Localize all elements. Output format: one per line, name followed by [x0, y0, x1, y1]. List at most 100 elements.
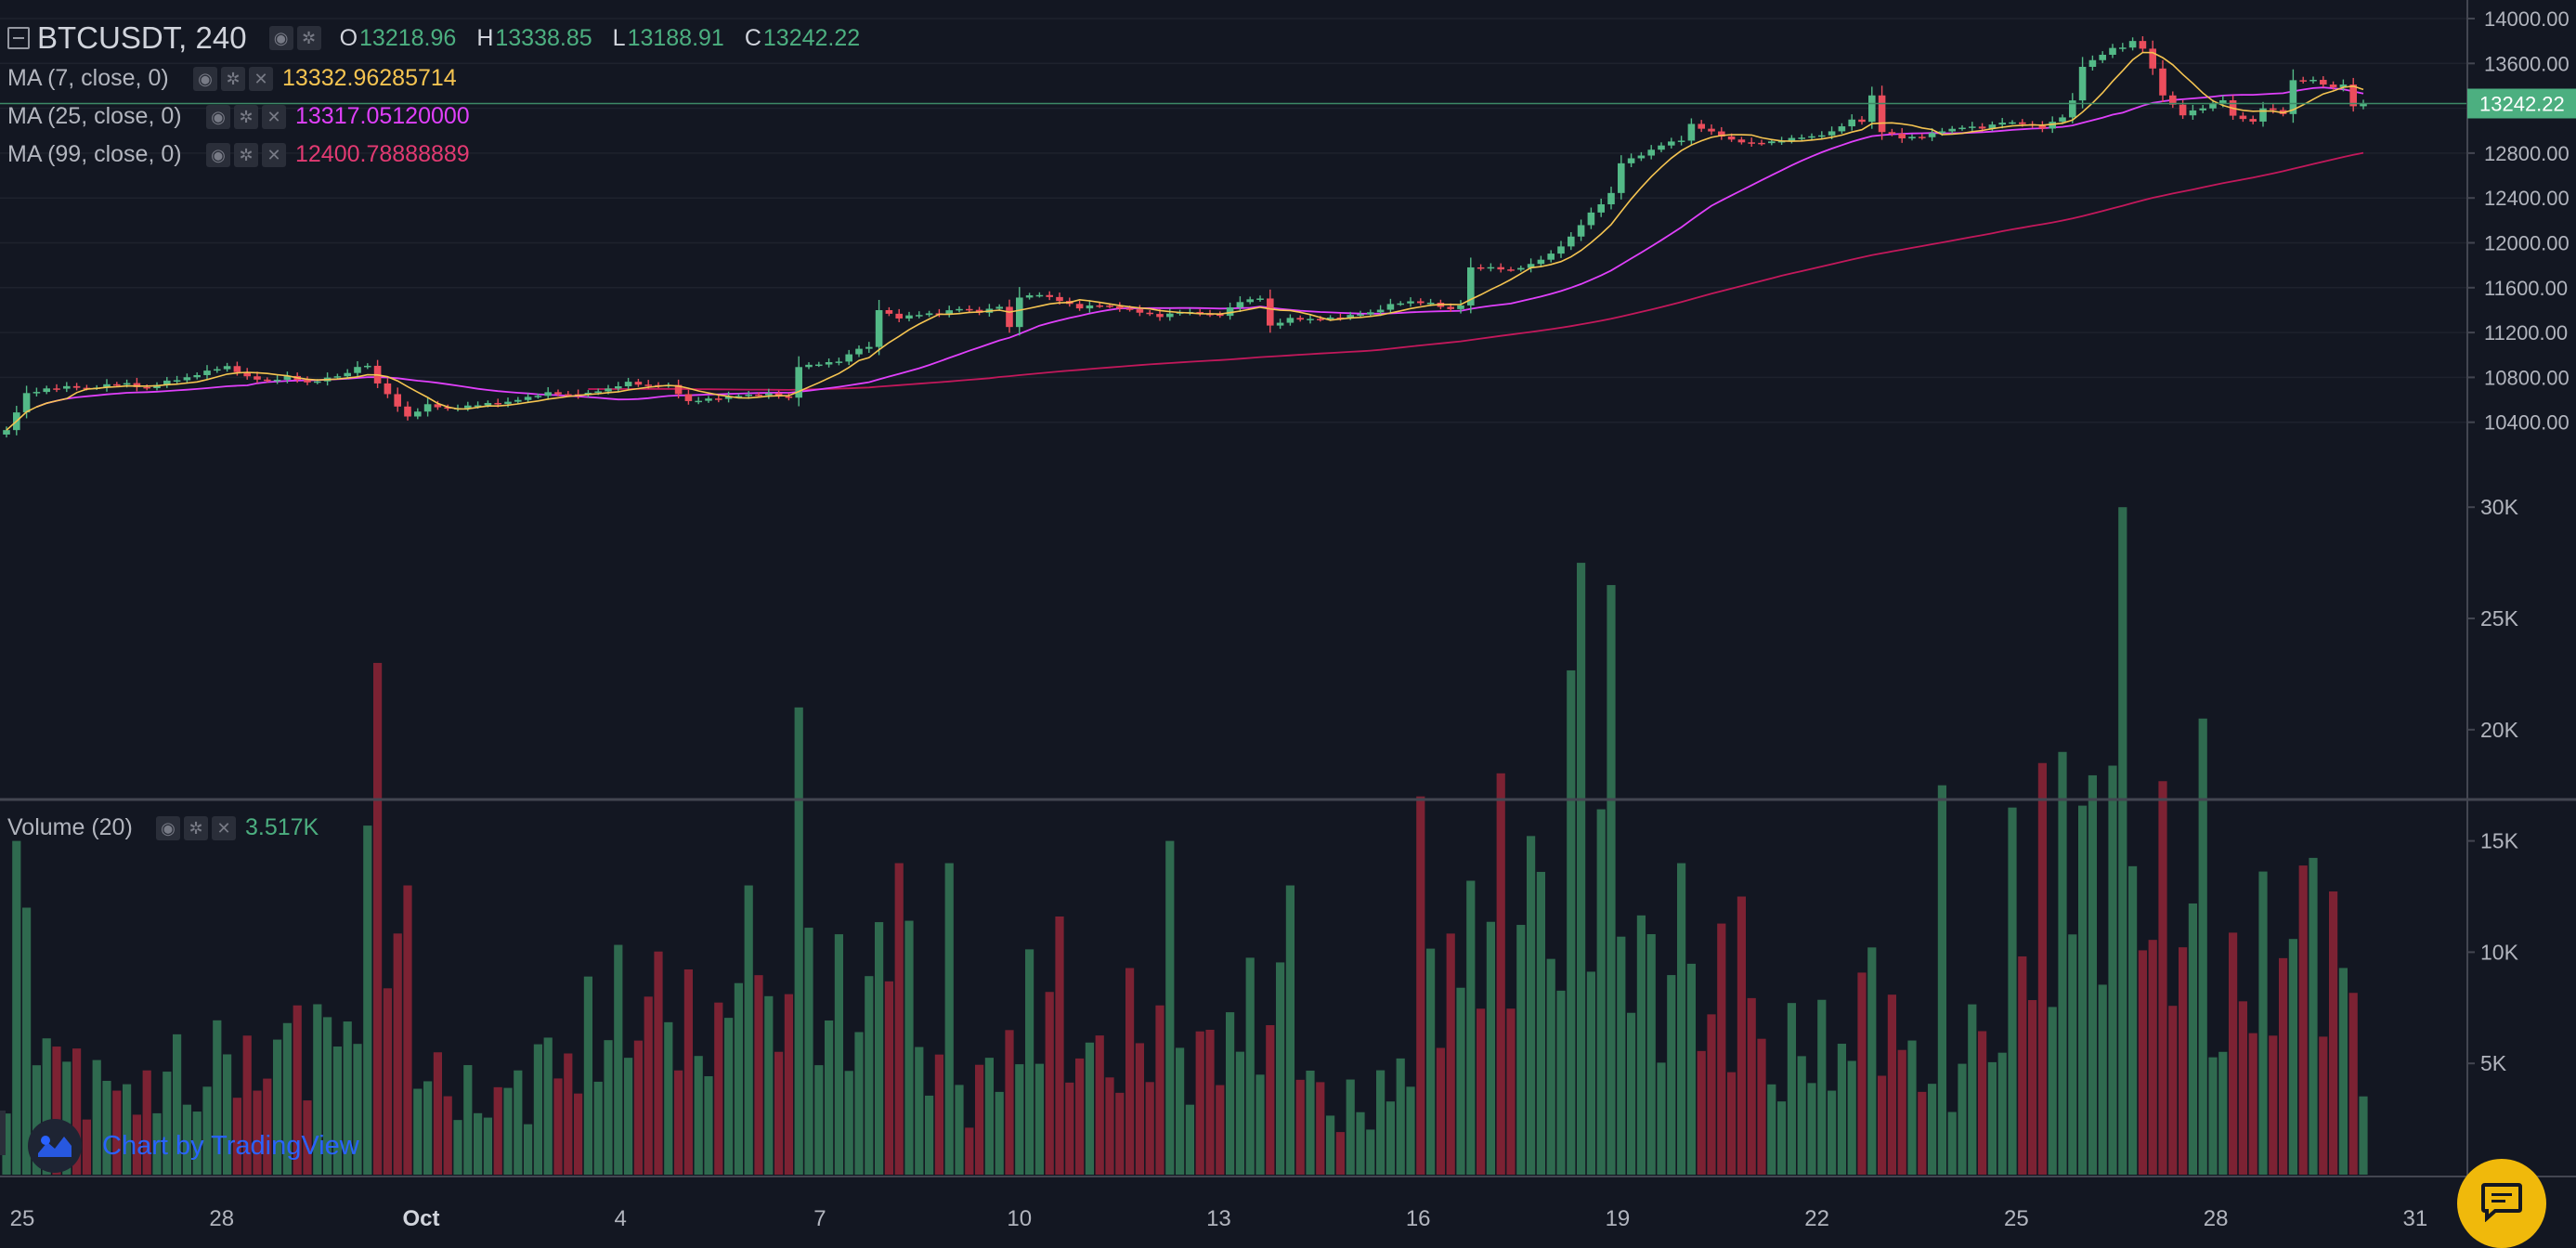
candle[interactable]	[1868, 86, 1876, 129]
volume-bar[interactable]	[2037, 762, 2047, 1175]
candle[interactable]	[63, 382, 71, 393]
volume-bar[interactable]	[1125, 968, 1135, 1175]
candle[interactable]	[916, 311, 923, 318]
candle[interactable]	[785, 393, 793, 401]
volume-bar[interactable]	[1596, 809, 1606, 1175]
candle[interactable]	[544, 386, 552, 400]
candle[interactable]	[203, 365, 211, 380]
volume-bar[interactable]	[1034, 1063, 1044, 1175]
volume-bar[interactable]	[2279, 957, 2288, 1175]
volume-bar[interactable]	[213, 1020, 222, 1175]
candle[interactable]	[2360, 99, 2367, 110]
candle[interactable]	[1046, 291, 1053, 301]
candle[interactable]	[1848, 114, 1855, 131]
volume-bar[interactable]	[624, 1058, 633, 1175]
volume-bar[interactable]	[1155, 1005, 1164, 1175]
volume-bar[interactable]	[1617, 936, 1626, 1175]
volume-bar[interactable]	[1426, 948, 1436, 1175]
volume-bar[interactable]	[1918, 1091, 1927, 1175]
candle[interactable]	[1647, 145, 1655, 160]
candle[interactable]	[1607, 187, 1615, 210]
candle[interactable]	[2069, 93, 2076, 124]
volume-bar[interactable]	[1677, 863, 1686, 1175]
volume-bar[interactable]	[1727, 1072, 1737, 1175]
volume-bar[interactable]	[2248, 1033, 2257, 1175]
candle[interactable]	[815, 361, 823, 368]
candle[interactable]	[2038, 121, 2047, 133]
candle[interactable]	[1547, 250, 1555, 263]
candle[interactable]	[22, 385, 31, 419]
volume-bar[interactable]	[533, 1044, 542, 1175]
volume-bar[interactable]	[884, 981, 893, 1175]
volume-bar[interactable]	[1556, 990, 1566, 1175]
volume-bar[interactable]	[1496, 773, 1505, 1175]
volume-bar[interactable]	[1446, 933, 1455, 1175]
volume-bar[interactable]	[1326, 1115, 1335, 1175]
candle[interactable]	[2339, 79, 2348, 92]
volume-bar[interactable]	[1947, 1112, 1957, 1175]
eye-icon[interactable]: ◉	[206, 142, 230, 167]
volume-bar[interactable]	[1577, 563, 1586, 1175]
volume-bar[interactable]	[995, 1091, 1004, 1175]
volume-bar[interactable]	[393, 933, 402, 1175]
volume-bar[interactable]	[202, 1086, 212, 1175]
candle[interactable]	[1296, 315, 1304, 322]
candle[interactable]	[1357, 310, 1364, 318]
volume-bar[interactable]	[1607, 585, 1616, 1175]
candle[interactable]	[634, 378, 643, 387]
volume-bar[interactable]	[1075, 1058, 1085, 1175]
volume-bar[interactable]	[2229, 932, 2238, 1175]
candle[interactable]	[774, 390, 783, 399]
volume-bar[interactable]	[1707, 1014, 1716, 1175]
volume-bar[interactable]	[2088, 774, 2097, 1175]
candle[interactable]	[1698, 120, 1705, 133]
volume-bar[interactable]	[764, 995, 774, 1175]
volume-bar[interactable]	[1335, 1132, 1345, 1175]
gear-icon[interactable]: ✲	[184, 815, 208, 840]
volume-bar[interactable]	[1857, 972, 1867, 1175]
volume-bar[interactable]	[984, 1058, 994, 1175]
volume-bar[interactable]	[1095, 1035, 1104, 1175]
volume-bar[interactable]	[323, 1017, 332, 1175]
gear-icon[interactable]: ✲	[296, 26, 321, 50]
candle[interactable]	[1718, 126, 1725, 140]
volume-bar[interactable]	[524, 1124, 533, 1175]
volume-bar[interactable]	[1907, 1040, 1917, 1175]
volume-bar[interactable]	[112, 1090, 122, 1175]
candle[interactable]	[283, 371, 292, 384]
symbol-label[interactable]: BTCUSDT, 240	[37, 20, 247, 55]
candle[interactable]	[103, 379, 111, 392]
candle[interactable]	[554, 389, 562, 396]
candle[interactable]	[1568, 232, 1575, 251]
volume-bar[interactable]	[1958, 1063, 1967, 1175]
volume-bar[interactable]	[1456, 987, 1465, 1175]
candle[interactable]	[133, 377, 141, 392]
volume-bar[interactable]	[834, 934, 843, 1175]
candle[interactable]	[1808, 133, 1815, 140]
volume-bar[interactable]	[232, 1098, 241, 1175]
candle[interactable]	[1737, 136, 1746, 145]
volume-bar[interactable]	[1697, 1050, 1706, 1175]
candle[interactable]	[1307, 314, 1314, 324]
candle[interactable]	[2349, 77, 2357, 112]
volume-bar[interactable]	[1406, 1086, 1415, 1175]
volume-bar[interactable]	[1025, 949, 1034, 1175]
volume-bar[interactable]	[1366, 1129, 1375, 1175]
volume-bar[interactable]	[1226, 1012, 1235, 1175]
volume-bar[interactable]	[814, 1065, 824, 1175]
volume-bar[interactable]	[52, 1046, 61, 1175]
gear-icon[interactable]: ✲	[234, 104, 258, 129]
volume-bar[interactable]	[1847, 1060, 1856, 1175]
volume-bar[interactable]	[293, 1005, 302, 1175]
volume-bar[interactable]	[2018, 956, 2027, 1175]
volume-bar[interactable]	[724, 1018, 734, 1175]
candle[interactable]	[304, 376, 311, 385]
volume-bar[interactable]	[1807, 1083, 1816, 1175]
volume-bar[interactable]	[574, 1093, 583, 1175]
candle[interactable]	[1858, 116, 1866, 125]
volume-bar[interactable]	[1386, 1101, 1395, 1175]
candle[interactable]	[865, 342, 873, 354]
volume-bar[interactable]	[2329, 891, 2338, 1175]
volume-bar[interactable]	[2218, 1051, 2228, 1175]
